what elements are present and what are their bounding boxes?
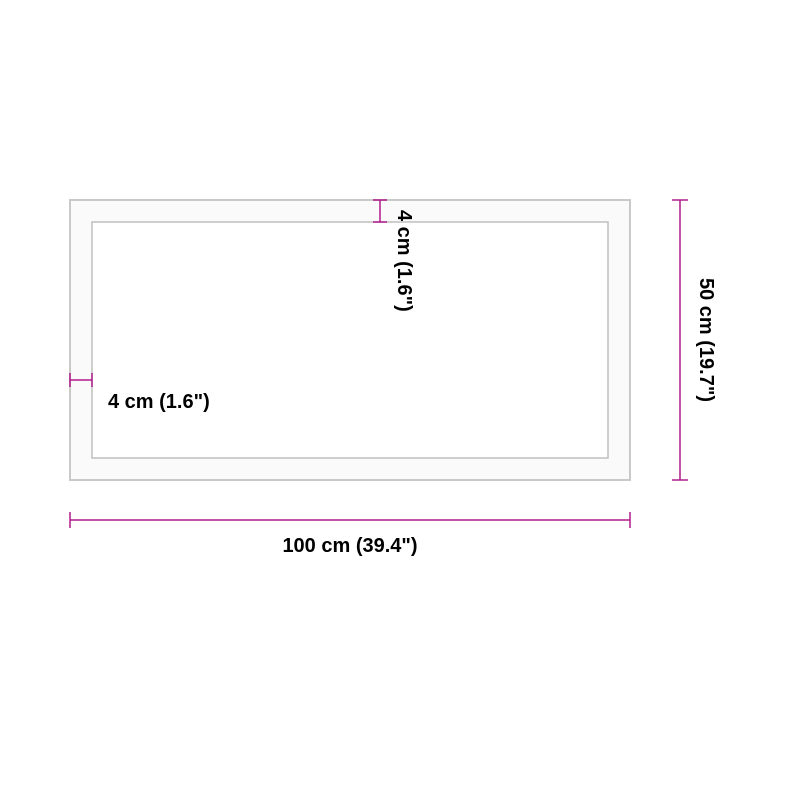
dimension-height-label: 50 cm (19.7"): [695, 278, 717, 402]
dimension-width: 100 cm (39.4"): [70, 512, 630, 557]
dimension-frame-top-label: 4 cm (1.6"): [393, 210, 415, 312]
dimension-diagram: 100 cm (39.4") 50 cm (19.7") 4 cm (1.6")…: [0, 0, 800, 800]
diagram-svg: 100 cm (39.4") 50 cm (19.7") 4 cm (1.6")…: [0, 0, 800, 800]
product-inner-rect: [92, 222, 608, 458]
dimension-height: 50 cm (19.7"): [672, 200, 717, 480]
dimension-width-label: 100 cm (39.4"): [282, 535, 417, 557]
dimension-frame-left-label: 4 cm (1.6"): [108, 391, 210, 413]
